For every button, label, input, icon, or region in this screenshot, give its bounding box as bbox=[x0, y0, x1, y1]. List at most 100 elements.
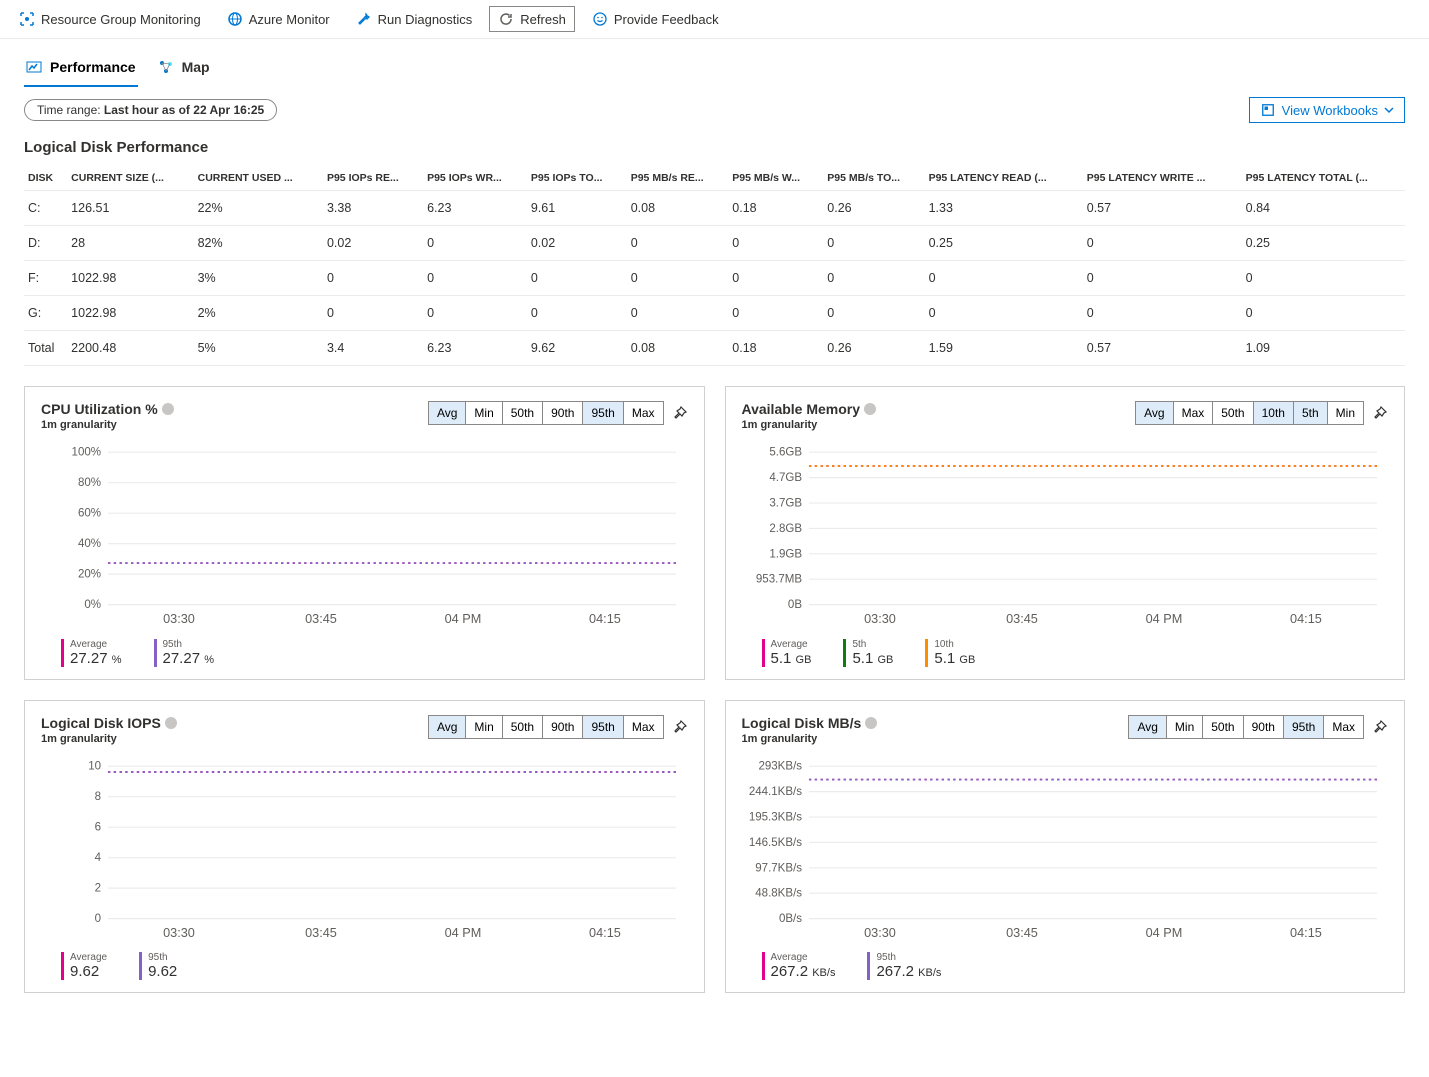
toolbar-resource-group-monitoring[interactable]: Resource Group Monitoring bbox=[10, 6, 210, 32]
svg-text:80%: 80% bbox=[78, 477, 101, 489]
seg-90th[interactable]: 90th bbox=[1244, 716, 1284, 738]
chart-title: Available Memory bbox=[742, 401, 877, 417]
seg-avg[interactable]: Avg bbox=[1136, 402, 1173, 424]
wrench-icon bbox=[356, 11, 372, 27]
seg-max[interactable]: Max bbox=[1324, 716, 1363, 738]
table-row: F:1022.983%000000000 bbox=[24, 261, 1405, 296]
svg-text:04 PM: 04 PM bbox=[1145, 612, 1182, 626]
disk-col-header[interactable]: P95 LATENCY READ (... bbox=[925, 166, 1083, 191]
disk-col-header[interactable]: CURRENT SIZE (... bbox=[67, 166, 193, 191]
seg-avg[interactable]: Avg bbox=[1129, 716, 1166, 738]
seg-95th[interactable]: 95th bbox=[583, 402, 623, 424]
time-range-pill[interactable]: Time range: Last hour as of 22 Apr 16:25 bbox=[24, 99, 277, 121]
disk-table: DISKCURRENT SIZE (...CURRENT USED ...P95… bbox=[24, 166, 1405, 366]
disk-col-header[interactable]: P95 MB/s TO... bbox=[823, 166, 924, 191]
seg-avg[interactable]: Avg bbox=[429, 716, 466, 738]
disk-col-header[interactable]: DISK bbox=[24, 166, 67, 191]
seg-min[interactable]: Min bbox=[466, 716, 502, 738]
chart-legend: Average9.62 95th9.62 bbox=[41, 952, 688, 980]
disk-col-header[interactable]: P95 LATENCY WRITE ... bbox=[1083, 166, 1242, 191]
svg-text:4: 4 bbox=[95, 852, 102, 864]
pin-icon[interactable] bbox=[672, 719, 688, 735]
seg-50th[interactable]: 50th bbox=[1203, 716, 1243, 738]
tab-performance[interactable]: Performance bbox=[24, 53, 138, 87]
seg-50th[interactable]: 50th bbox=[503, 716, 543, 738]
seg-avg[interactable]: Avg bbox=[429, 402, 466, 424]
svg-text:03:30: 03:30 bbox=[864, 612, 896, 626]
pin-icon[interactable] bbox=[672, 405, 688, 421]
svg-text:195.3KB/s: 195.3KB/s bbox=[748, 811, 801, 823]
svg-text:03:45: 03:45 bbox=[1006, 612, 1038, 626]
time-range-prefix: Time range: bbox=[37, 103, 104, 117]
chart-card-mbs: Logical Disk MB/s 1m granularityAvgMin50… bbox=[725, 700, 1406, 994]
chart-granularity: 1m granularity bbox=[742, 419, 877, 431]
disk-col-header[interactable]: P95 IOPs TO... bbox=[527, 166, 627, 191]
svg-text:04 PM: 04 PM bbox=[445, 612, 482, 626]
smile-icon bbox=[592, 11, 608, 27]
chart-svg: 100%80%60%40%20%0%03:3003:4504 PM04:15 bbox=[41, 443, 688, 628]
seg-95th[interactable]: 95th bbox=[1284, 716, 1324, 738]
toolbar-refresh[interactable]: Refresh bbox=[489, 6, 575, 32]
seg-max[interactable]: Max bbox=[624, 402, 663, 424]
svg-text:04:15: 04:15 bbox=[589, 926, 621, 940]
toolbar-provide-feedback[interactable]: Provide Feedback bbox=[583, 6, 728, 32]
disk-col-header[interactable]: P95 LATENCY TOTAL (... bbox=[1242, 166, 1405, 191]
svg-text:48.8KB/s: 48.8KB/s bbox=[755, 887, 802, 899]
svg-text:100%: 100% bbox=[72, 447, 102, 459]
toolbar-run-diagnostics[interactable]: Run Diagnostics bbox=[347, 6, 482, 32]
seg-50th[interactable]: 50th bbox=[503, 402, 543, 424]
disk-col-header[interactable]: P95 MB/s RE... bbox=[627, 166, 729, 191]
toolbar-azure-monitor[interactable]: Azure Monitor bbox=[218, 6, 339, 32]
legend-item: 95th27.27 % bbox=[154, 639, 215, 667]
seg-5th[interactable]: 5th bbox=[1294, 402, 1328, 424]
svg-text:953.7MB: 953.7MB bbox=[755, 574, 801, 586]
pin-icon[interactable] bbox=[1372, 405, 1388, 421]
svg-text:0: 0 bbox=[95, 913, 101, 925]
seg-min[interactable]: Min bbox=[1328, 402, 1363, 424]
pin-icon[interactable] bbox=[1372, 719, 1388, 735]
chevron-down-icon bbox=[1384, 103, 1394, 118]
seg-95th[interactable]: 95th bbox=[583, 716, 623, 738]
disk-section: Logical Disk Performance DISKCURRENT SIZ… bbox=[0, 139, 1429, 386]
view-tabs: Performance Map bbox=[0, 39, 1429, 87]
info-icon[interactable] bbox=[865, 717, 877, 729]
info-icon[interactable] bbox=[165, 717, 177, 729]
scope-icon bbox=[19, 11, 35, 27]
svg-text:293KB/s: 293KB/s bbox=[758, 760, 802, 772]
legend-item: Average9.62 bbox=[61, 952, 107, 980]
svg-text:146.5KB/s: 146.5KB/s bbox=[748, 837, 801, 849]
info-icon[interactable] bbox=[162, 403, 174, 415]
chart-svg: 5.6GB4.7GB3.7GB2.8GB1.9GB953.7MB0B03:300… bbox=[742, 443, 1389, 628]
svg-text:20%: 20% bbox=[78, 569, 101, 581]
time-range-value: Last hour as of 22 Apr 16:25 bbox=[104, 103, 264, 117]
svg-text:03:45: 03:45 bbox=[1006, 926, 1038, 940]
seg-min[interactable]: Min bbox=[1167, 716, 1203, 738]
svg-text:8: 8 bbox=[95, 791, 101, 803]
disk-col-header[interactable]: P95 MB/s W... bbox=[728, 166, 823, 191]
seg-90th[interactable]: 90th bbox=[543, 716, 583, 738]
seg-max[interactable]: Max bbox=[624, 716, 663, 738]
chart-grid: CPU Utilization % 1m granularityAvgMin50… bbox=[0, 386, 1429, 1017]
disk-col-header[interactable]: P95 IOPs WR... bbox=[423, 166, 527, 191]
view-workbooks-button[interactable]: View Workbooks bbox=[1249, 97, 1405, 123]
svg-text:5.6GB: 5.6GB bbox=[769, 447, 802, 459]
seg-50th[interactable]: 50th bbox=[1213, 402, 1253, 424]
info-icon[interactable] bbox=[864, 403, 876, 415]
top-toolbar: Resource Group Monitoring Azure Monitor Ru… bbox=[0, 0, 1429, 39]
chart-svg: 108642003:3003:4504 PM04:15 bbox=[41, 757, 688, 942]
filter-row: Time range: Last hour as of 22 Apr 16:25… bbox=[0, 87, 1429, 133]
svg-text:03:30: 03:30 bbox=[163, 926, 195, 940]
seg-max[interactable]: Max bbox=[1174, 402, 1214, 424]
svg-text:3.7GB: 3.7GB bbox=[769, 497, 802, 509]
seg-min[interactable]: Min bbox=[466, 402, 502, 424]
view-workbooks-label: View Workbooks bbox=[1282, 103, 1378, 118]
chart-title: Logical Disk IOPS bbox=[41, 715, 177, 731]
disk-title: Logical Disk Performance bbox=[24, 139, 1405, 156]
disk-col-header[interactable]: P95 IOPs RE... bbox=[323, 166, 423, 191]
seg-10th[interactable]: 10th bbox=[1254, 402, 1294, 424]
disk-col-header[interactable]: CURRENT USED ... bbox=[194, 166, 323, 191]
seg-90th[interactable]: 90th bbox=[543, 402, 583, 424]
percentile-segment: AvgMin50th90th95thMax bbox=[428, 715, 664, 739]
tab-map[interactable]: Map bbox=[156, 53, 212, 87]
svg-text:04 PM: 04 PM bbox=[1145, 926, 1182, 940]
